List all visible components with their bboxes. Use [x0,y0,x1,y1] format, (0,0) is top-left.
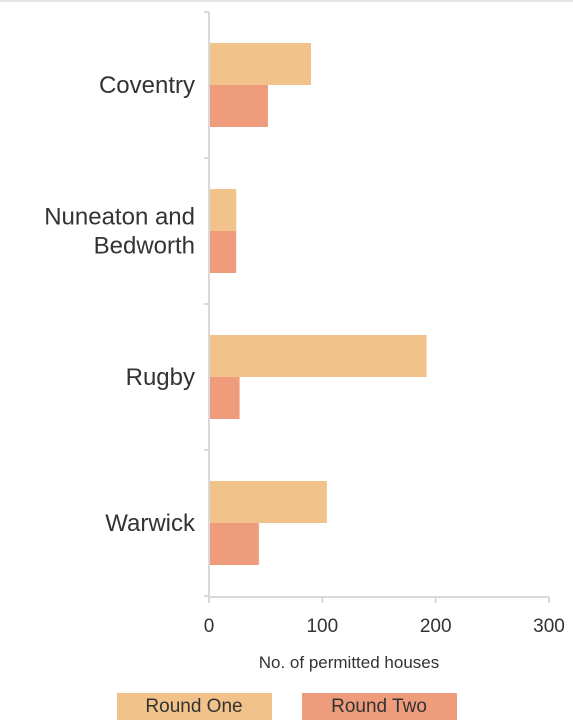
x-tick-label: 300 [533,616,565,637]
legend-item-round-two: Round Two [301,693,457,720]
bar-round-one [210,335,427,377]
axes [204,11,550,603]
bar-round-two [210,85,268,127]
x-axis-title: No. of permitted houses [259,653,439,672]
x-tick-labels: 0 100 200 300 [204,616,565,637]
category-label: Bedworth [94,233,195,260]
x-tick-label: 100 [306,616,338,637]
top-divider [0,0,573,2]
x-tick-label: 200 [420,616,452,637]
bar-round-one [210,481,327,523]
bar-round-one [210,189,237,231]
bar-round-two [210,523,259,565]
bar-round-two [210,231,237,273]
category-label: Coventry [99,72,195,99]
category-label: Warwick [105,510,196,537]
legend: Round One Round Two [0,693,573,720]
bar-round-two [210,377,240,419]
x-tick-label: 0 [204,616,215,637]
legend-item-round-one: Round One [116,693,272,720]
category-label: Nuneaton and [44,204,195,231]
bars [210,43,427,565]
bar-round-one [210,43,311,85]
category-label: Rugby [126,364,195,391]
